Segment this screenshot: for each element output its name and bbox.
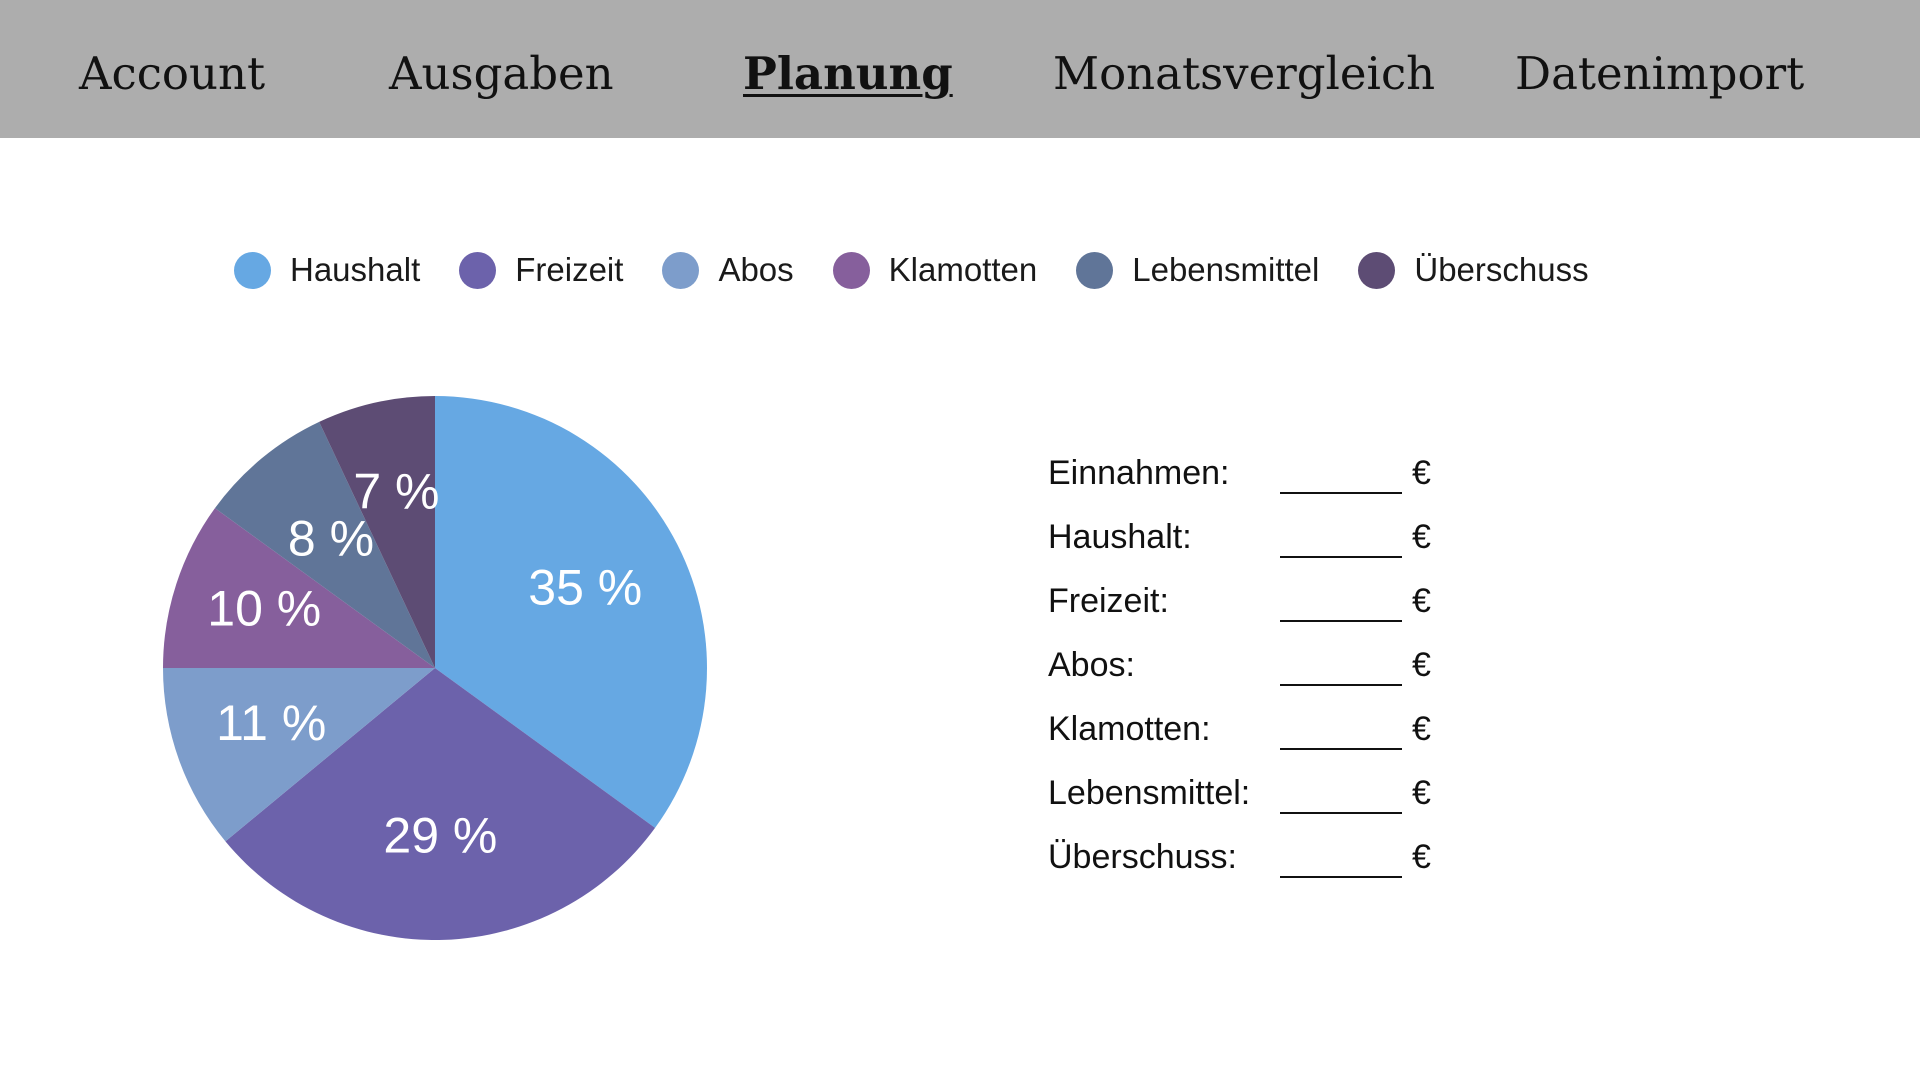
lebensmittel-input[interactable]	[1280, 776, 1402, 814]
pie-slice-label: 29 %	[383, 807, 497, 863]
legend-swatch	[662, 251, 700, 289]
chart-legend: Haushalt Freizeit Abos Klamotten Lebensm…	[234, 246, 1628, 294]
pie-slice-freizeit	[225, 668, 656, 940]
currency-unit: €	[1412, 646, 1431, 684]
klamotten-input[interactable]	[1280, 712, 1402, 750]
legend-label: Freizeit	[515, 251, 624, 288]
abos-input[interactable]	[1280, 648, 1402, 686]
pie-slice-label: 11 %	[216, 695, 326, 751]
legend-label: Lebensmittel	[1132, 251, 1320, 288]
legend-label: Haushalt	[290, 251, 421, 288]
currency-unit: €	[1412, 838, 1431, 876]
pie-slice-abos	[163, 668, 435, 842]
pie-slice-label: 10 %	[207, 581, 321, 637]
legend-swatch	[1358, 251, 1396, 289]
budget-label: Lebensmittel:	[1048, 774, 1251, 812]
budget-label: Klamotten:	[1048, 710, 1211, 748]
legend-swatch	[234, 251, 271, 289]
legend-item-lebensmittel: Lebensmittel	[1076, 251, 1319, 289]
nav-tab-datenimport[interactable]: Datenimport	[1515, 47, 1805, 100]
legend-label: Überschuss	[1414, 251, 1589, 288]
pie-slice-überschuss	[319, 396, 435, 668]
pie-slice-label: 8 %	[288, 510, 374, 566]
legend-label: Klamotten	[888, 251, 1038, 288]
ueberschuss-input[interactable]	[1280, 840, 1402, 878]
pie-slice-lebensmittel	[214, 421, 435, 668]
budget-label: Abos:	[1048, 646, 1135, 684]
einnahmen-input[interactable]	[1280, 456, 1402, 494]
nav-tab-planung[interactable]: Planung	[743, 47, 953, 100]
pie-slice-klamotten	[163, 508, 435, 668]
budget-label: Freizeit:	[1048, 582, 1169, 620]
pie-slice-label: 7 %	[353, 464, 439, 520]
budget-label: Einnahmen:	[1048, 454, 1230, 492]
haushalt-input[interactable]	[1280, 520, 1402, 558]
currency-unit: €	[1412, 518, 1431, 556]
legend-swatch	[459, 251, 497, 289]
nav-tab-account[interactable]: Account	[79, 47, 266, 100]
currency-unit: €	[1412, 582, 1431, 620]
freizeit-input[interactable]	[1280, 584, 1402, 622]
legend-item-freizeit: Freizeit	[459, 251, 623, 289]
pie-slice-haushalt	[435, 396, 707, 828]
legend-item-ueberschuss: Überschuss	[1358, 251, 1589, 289]
currency-unit: €	[1412, 710, 1431, 748]
legend-label: Abos	[718, 251, 794, 288]
nav-tab-monatsvergleich[interactable]: Monatsvergleich	[1053, 47, 1436, 100]
budget-label: Haushalt:	[1048, 518, 1192, 556]
currency-unit: €	[1412, 774, 1431, 812]
legend-swatch	[1076, 251, 1114, 289]
currency-unit: €	[1412, 454, 1431, 492]
pie-slice-label: 35 %	[528, 560, 642, 616]
legend-item-haushalt: Haushalt	[234, 251, 420, 289]
legend-swatch	[832, 251, 870, 289]
legend-item-klamotten: Klamotten	[832, 251, 1038, 289]
legend-item-abos: Abos	[662, 251, 794, 289]
nav-tab-ausgaben[interactable]: Ausgaben	[389, 47, 614, 100]
budget-pie-chart: 35 % 29 % 11 % 10 % 8 %7 %	[163, 396, 707, 940]
top-navigation-bar: Account Ausgaben Planung Monatsvergleich…	[0, 0, 1920, 138]
budget-label: Überschuss:	[1048, 838, 1237, 876]
